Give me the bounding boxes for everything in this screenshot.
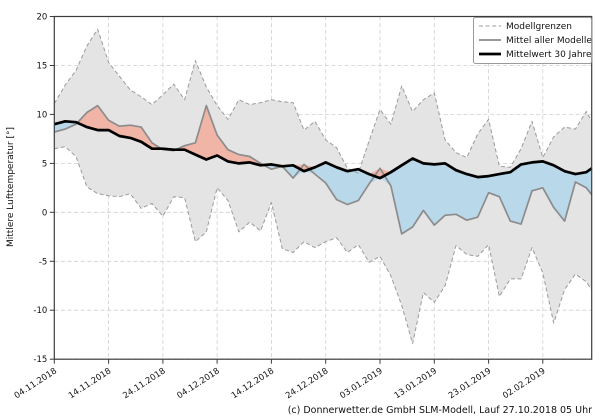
model-range-area [54,29,592,344]
y-tick-label: 0 [42,208,47,218]
chart-areas [54,29,592,344]
upper-model-bound-line [53,28,593,174]
y-tick-label: 5 [42,159,47,169]
chart-lines [53,28,593,344]
x-tick-label: 02.02.2019 [501,366,547,401]
legend: Modellgrenzen Mittel aller Modelle Mitte… [473,17,592,64]
x-tick-label: 24.12.2018 [284,366,330,401]
below-normal-area [54,121,592,234]
mean-30y-line [53,119,593,180]
y-tick-label: 15 [36,62,47,72]
x-tick-label: 14.12.2018 [230,366,276,401]
plot-frame [53,15,593,360]
legend-label-modellgrenzen: Modellgrenzen [506,22,572,32]
x-tick-label: 23.01.2019 [447,366,493,401]
x-tick-label: 04.12.2018 [175,366,221,401]
y-tick-label: 10 [36,110,47,120]
legend-label-mittel-aller-modelle: Mittel aller Modelle [506,36,592,46]
x-tick-label: 03.01.2019 [338,366,384,401]
x-tick-label: 13.01.2019 [393,366,439,401]
axis-ticks [49,16,544,364]
y-tick-label: -5 [39,257,47,267]
model-mean-line [54,104,593,235]
y-tick-label: 20 [36,13,47,23]
x-tick-label: 14.11.2018 [67,366,113,401]
x-tick-label: 04.11.2018 [13,366,59,401]
legend-box [473,17,592,64]
x-tick-label: 24.11.2018 [121,366,167,401]
copyright-caption: (c) Donnerwetter.de GmbH SLM-Modell, Lau… [288,405,592,416]
legend-label-mittelwert-30-jahre: Mittelwert 30 Jahre [506,50,592,60]
y-axis-label: Mittlere Lufttemperatur [°] [6,127,16,247]
lower-model-bound-line [54,146,593,344]
y-tick-label: -10 [33,306,47,316]
y-tick-label: -15 [33,355,47,365]
